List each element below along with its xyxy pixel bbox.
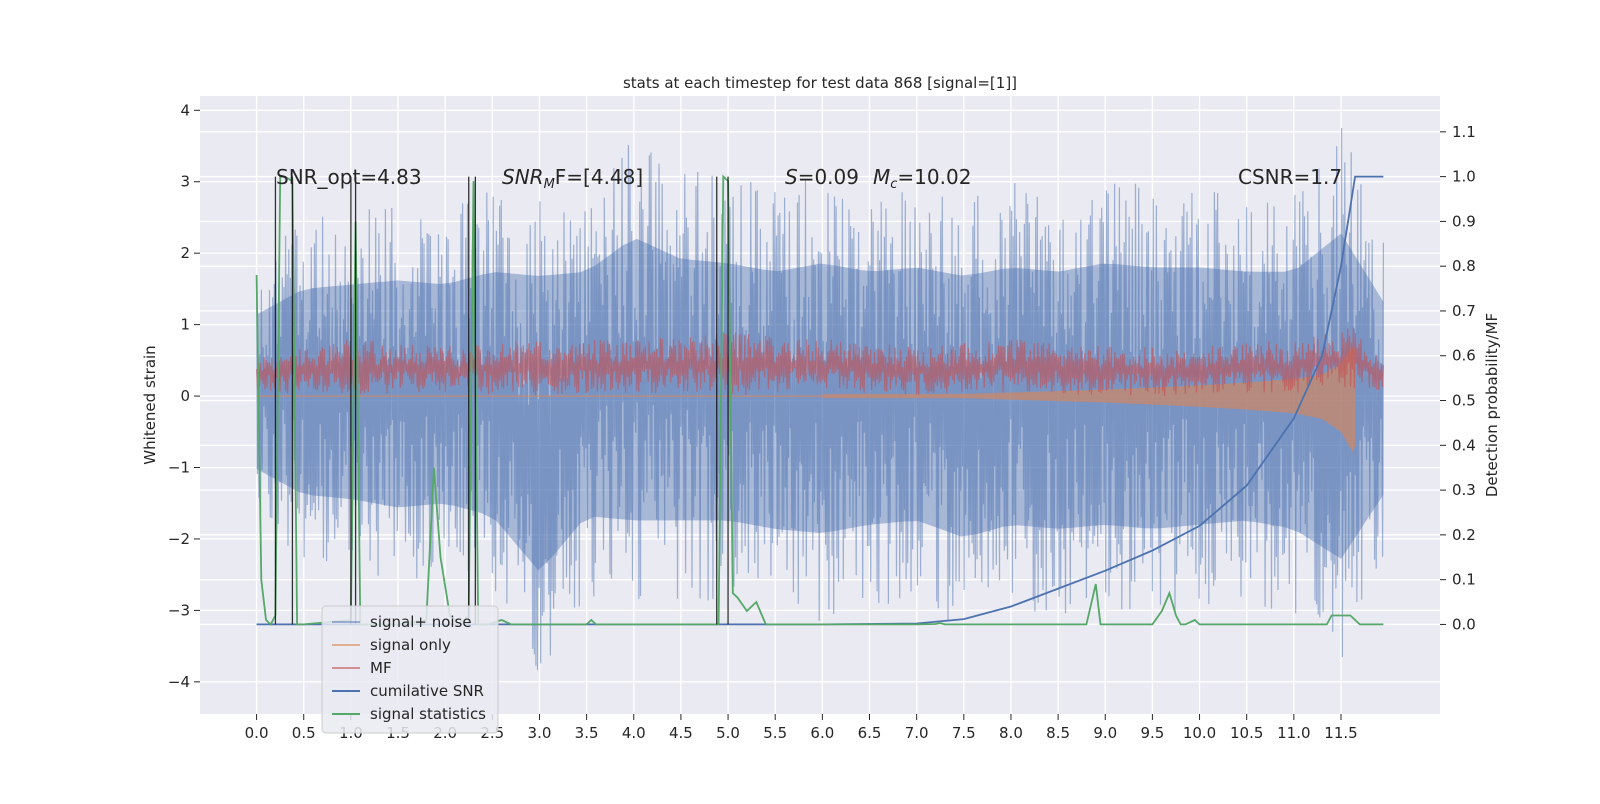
annotation-s-value: =0.09 <box>798 165 859 189</box>
annotation-mc-sub: c <box>890 177 897 192</box>
x-tick-label-13: 6.5 <box>858 724 882 742</box>
y-tick-label-0: 4 <box>180 101 190 119</box>
legend-label-0: signal+ noise <box>370 613 472 631</box>
series-4-line <box>255 174 1384 626</box>
x-tick-label-15: 7.5 <box>952 724 976 742</box>
x-tick-label-20: 10.0 <box>1183 724 1216 742</box>
y-tick-label-8: −4 <box>168 673 190 691</box>
legend-label-4: signal statistics <box>370 705 486 723</box>
annotation-s-mc: S=0.09 Mc=10.02 <box>785 165 971 192</box>
x-tick-label-12: 6.0 <box>810 724 834 742</box>
y-axis-label-left: Whitened strain <box>141 345 159 464</box>
annotation-mc-label: M <box>873 165 890 189</box>
left-axis-ticks: 4 3 2 1 0 −1 −2 −3 −4 <box>168 101 200 691</box>
legend: signal+ noise signal only MF cumilative SNR… <box>321 605 499 734</box>
x-tick-label-9: 4.5 <box>669 724 693 742</box>
vertical-lines <box>274 176 729 625</box>
legend-label-3: cumilative SNR <box>370 682 484 700</box>
annotation-snr-mf-main: SNR <box>502 165 544 189</box>
series-layer <box>255 127 1384 671</box>
legend-label-1: signal only <box>370 636 451 654</box>
x-tick-label-0: 0.0 <box>245 724 269 742</box>
annotation-snr-mf: SNRMF=[4.48] <box>502 165 643 192</box>
y-tick-label-4: 0 <box>180 387 190 405</box>
x-tick-label-23: 11.5 <box>1324 724 1357 742</box>
x-tick-label-8: 4.0 <box>622 724 646 742</box>
y-right-tick-label-1: 1.0 <box>1452 168 1476 186</box>
y-right-tick-label-5: 0.6 <box>1452 347 1476 365</box>
series-1-fill <box>822 346 1356 452</box>
chart-title: stats at each timestep for test data 868… <box>623 74 1017 92</box>
x-tick-label-16: 8.0 <box>999 724 1023 742</box>
annotation-s-label: S <box>785 165 798 189</box>
annotations: SNR_opt=4.83 SNRMF=[4.48] S=0.09 Mc=10.02… <box>276 165 1342 192</box>
y-tick-label-5: −1 <box>168 459 190 477</box>
annotation-mc-value: =10.02 <box>897 165 971 189</box>
y-right-tick-label-10: 0.1 <box>1452 571 1476 589</box>
series-0-line <box>256 127 1384 671</box>
x-axis-ticks: 0.00.51.01.52.02.53.03.54.04.55.05.56.06… <box>245 714 1358 742</box>
y-right-tick-label-6: 0.5 <box>1452 392 1476 410</box>
legend-box <box>321 605 499 734</box>
y-tick-label-3: 1 <box>180 316 190 334</box>
x-tick-label-19: 9.5 <box>1140 724 1164 742</box>
x-tick-label-1: 0.5 <box>292 724 316 742</box>
series-2-line <box>256 327 1384 396</box>
y-right-tick-label-2: 0.9 <box>1452 212 1476 230</box>
x-tick-label-10: 5.0 <box>716 724 740 742</box>
annotation-csnr: CSNR=1.7 <box>1238 165 1342 189</box>
y-tick-label-1: 3 <box>180 173 190 191</box>
y-right-tick-label-7: 0.4 <box>1452 436 1476 454</box>
x-tick-label-7: 3.5 <box>575 724 599 742</box>
y-tick-label-6: −2 <box>168 530 190 548</box>
annotation-snr-opt: SNR_opt=4.83 <box>276 165 422 189</box>
legend-label-2: MF <box>370 659 392 677</box>
y-right-tick-label-3: 0.8 <box>1452 257 1476 275</box>
x-tick-label-11: 5.5 <box>763 724 787 742</box>
y-axis-label-right: Detection probability/MF <box>1483 313 1501 497</box>
x-tick-label-14: 7.0 <box>905 724 929 742</box>
x-tick-label-22: 11.0 <box>1277 724 1310 742</box>
y-right-tick-label-0: 1.1 <box>1452 123 1476 141</box>
x-tick-label-21: 10.5 <box>1230 724 1263 742</box>
series-3-line <box>256 175 1384 626</box>
y-right-tick-label-4: 0.7 <box>1452 302 1476 320</box>
series-0-fill <box>256 233 1384 571</box>
x-tick-label-18: 9.0 <box>1093 724 1117 742</box>
x-tick-label-17: 8.5 <box>1046 724 1070 742</box>
y-tick-label-7: −3 <box>168 601 190 619</box>
right-axis-ticks: 1.1 1.0 0.9 0.8 0.7 0.6 0.5 0.4 0.3 0.2 0.1 0.0 <box>1440 123 1476 633</box>
y-right-tick-label-8: 0.3 <box>1452 481 1476 499</box>
x-tick-label-6: 3.0 <box>528 724 552 742</box>
annotation-snr-mf-suffix: F=[4.48] <box>555 165 643 189</box>
annotation-snr-mf-sub: M <box>544 177 555 192</box>
y-right-tick-label-9: 0.2 <box>1452 526 1476 544</box>
y-tick-label-2: 2 <box>180 244 190 262</box>
y-right-tick-label-11: 0.0 <box>1452 615 1476 633</box>
